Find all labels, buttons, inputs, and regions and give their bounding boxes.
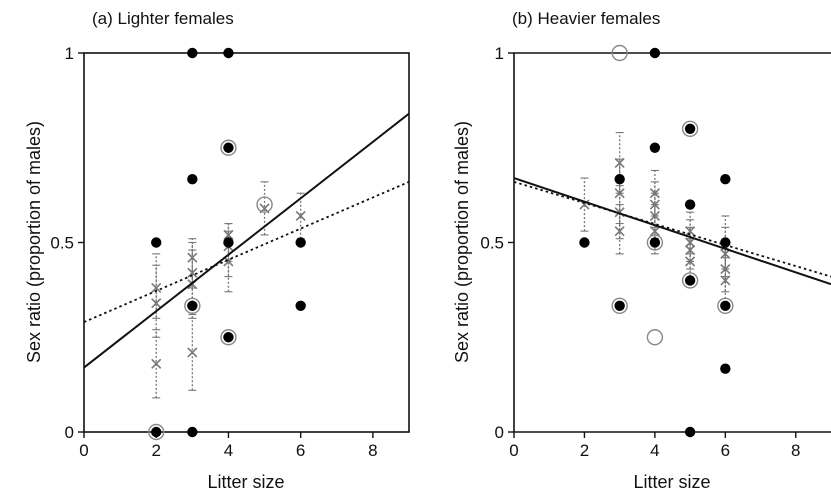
panel-a-fit-line-solid [84, 112, 409, 369]
panel-a-hollow-point [148, 423, 165, 441]
panel-a-predicted-point [151, 282, 162, 294]
panel-a-observed-point [223, 142, 234, 153]
panel-b-observed-point [614, 300, 625, 311]
panel-a-y-tick-label: 0.5 [50, 234, 74, 253]
panel-b-title: (b) Heavier females [512, 9, 660, 28]
panel-b-observed-point [649, 47, 661, 59]
panel-b-predicted-point [685, 245, 696, 256]
panel-a-observed-point [151, 426, 162, 438]
panel-a-hollow-point [256, 196, 273, 213]
panel-a-observed-point [223, 47, 234, 59]
panel-a-predicted-point [151, 358, 162, 369]
panel-a-predicted-point [187, 267, 198, 278]
panel-a-predicted-point [187, 252, 198, 263]
panel-b-hollow-point [646, 329, 664, 346]
panel-a-predicted-point [151, 298, 162, 309]
panel-b-hollow-point [681, 120, 699, 138]
panel-b-predicted-point [685, 226, 696, 237]
panel-b-observed-point [649, 237, 661, 248]
panel-a-hollow-point [220, 329, 237, 346]
panel-a-y-tick-label: 1 [65, 44, 74, 63]
panel-b-x-tick-label: 6 [721, 441, 730, 460]
panel-b-y-tick-label: 0 [495, 423, 504, 442]
panel-a-hollow-point [184, 297, 201, 314]
panel-b-plot-area: 0 2 4 6 8 0 0.5 1 [480, 44, 831, 460]
panel-a-plot-area: 0 2 4 6 8 0 0.5 1 [50, 44, 410, 460]
panel-a-observed-point [223, 237, 234, 248]
panel-a-observed-point [187, 300, 198, 311]
panel-a-observed-point [295, 237, 306, 248]
panel-a-frame [83, 52, 410, 433]
panel-a-predicted-point [187, 347, 198, 358]
panel-b-hollow-point [681, 272, 699, 289]
panel-a-predicted-point [223, 229, 234, 240]
panel-a-x-tick-label: 2 [151, 441, 160, 460]
panel-a-fit-line-dotted [84, 181, 409, 323]
panel-b-predicted-point [649, 226, 660, 237]
panel-b-predicted-point [614, 226, 625, 237]
panel-b-hollow-point [646, 234, 664, 251]
panel-a-x-axis-label: Litter size [207, 472, 284, 492]
panel-a-y-tick-label: 0 [65, 423, 74, 442]
panel-b-fit-line-solid [514, 177, 831, 286]
panel-b-y-axis-label: Sex ratio (proportion of males) [452, 121, 472, 363]
panel-b-x-tick-label: 8 [791, 441, 800, 460]
panel-a-y-axis-label: Sex ratio (proportion of males) [24, 121, 44, 363]
panel-b: (b) Heavier females Sex ratio (proportio… [452, 9, 831, 492]
panel-a-observed-point [223, 332, 234, 343]
panel-a: (a) Lighter females Sex ratio (proportio… [24, 9, 410, 492]
panel-a-title: (a) Lighter females [92, 9, 234, 28]
panel-b-observed-point [684, 199, 696, 210]
panel-a-observed-point [295, 300, 306, 311]
panel-b-observed-point [720, 300, 731, 311]
panel-b-hollow-point [717, 297, 734, 314]
panel-b-predicted-point [649, 188, 660, 199]
panel-b-observed-point [649, 142, 661, 153]
panel-b-predicted-point [720, 275, 731, 286]
panel-b-observed-point [579, 237, 590, 248]
panel-b-x-tick-label: 4 [650, 441, 659, 460]
panel-b-predicted-point [649, 199, 660, 210]
panel-b-x-tick-label: 0 [509, 441, 518, 460]
panel-b-observed-point [684, 275, 696, 286]
panel-b-y-tick-label: 1 [495, 44, 504, 63]
panel-a-x-tick-label: 8 [368, 441, 377, 460]
panel-b-observed-point [614, 174, 625, 185]
panel-b-predicted-point [685, 237, 696, 248]
panel-a-observed-point [187, 174, 198, 185]
panel-b-observed-point [720, 363, 731, 374]
panel-b-observed-point [684, 123, 696, 134]
panel-b-x-axis-label: Litter size [633, 472, 710, 492]
panel-b-hollow-point [611, 44, 628, 62]
panel-b-hollow-point [611, 297, 628, 314]
panel-b-fit-line-dotted [514, 180, 831, 278]
panel-a-x-tick-label: 4 [224, 441, 233, 460]
panel-b-frame [513, 52, 831, 433]
panel-a-x-tick-label: 0 [79, 441, 88, 460]
panel-a-observed-point [187, 47, 198, 59]
panel-a-observed-point [151, 237, 162, 248]
panel-b-observed-point [684, 426, 696, 438]
panel-a-observed-point [187, 426, 198, 438]
panel-b-x-tick-label: 2 [580, 441, 589, 460]
panel-a-predicted-point [295, 210, 306, 222]
panel-a-x-tick-label: 6 [296, 441, 305, 460]
panel-b-predicted-point [614, 157, 625, 168]
panel-b-y-tick-label: 0.5 [480, 234, 504, 253]
panel-b-observed-point [720, 174, 731, 185]
panel-a-hollow-point [220, 139, 237, 156]
panel-b-observed-point [720, 237, 731, 248]
